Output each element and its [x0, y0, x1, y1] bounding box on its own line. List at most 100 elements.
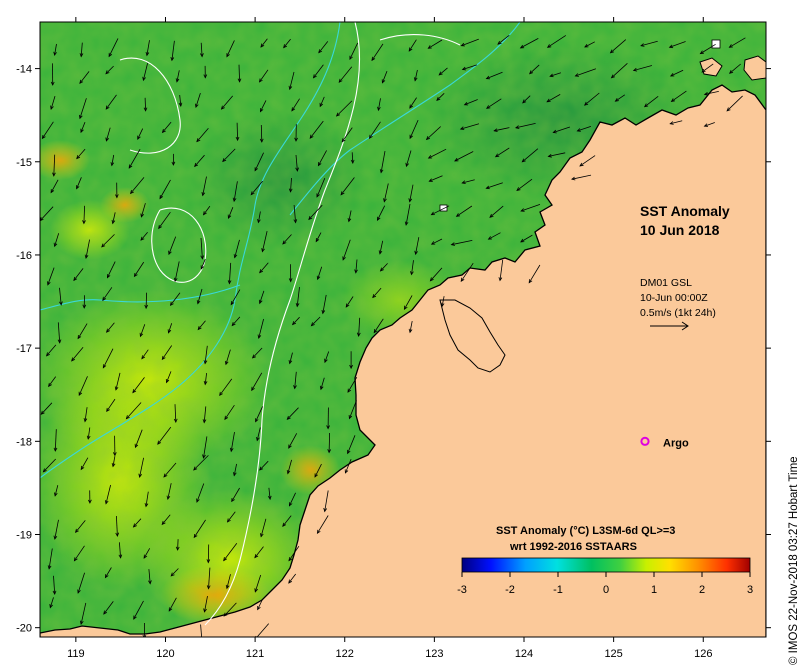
- current-arrow: [318, 41, 329, 53]
- current-arrow: [290, 177, 292, 192]
- current-arrowhead: [111, 219, 116, 225]
- current-arrowhead: [141, 355, 146, 360]
- current-arrow: [259, 460, 269, 471]
- current-arrow: [549, 72, 562, 77]
- current-arrow: [112, 212, 116, 224]
- current-arrow: [262, 231, 268, 252]
- current-arrowhead: [485, 75, 491, 80]
- current-arrowhead: [229, 447, 234, 453]
- current-arrow: [351, 152, 354, 164]
- argo-float-marker[interactable]: Argo: [640, 436, 689, 449]
- current-arrowhead: [347, 449, 351, 455]
- current-arrowhead: [295, 167, 299, 172]
- current-arrowhead: [371, 56, 376, 62]
- lat-tick-label: -17: [16, 343, 32, 355]
- current-arrow: [520, 234, 533, 243]
- current-arrow: [73, 268, 84, 281]
- current-arrowhead: [291, 321, 297, 326]
- current-arrowhead: [132, 523, 137, 528]
- current-arrow: [119, 542, 121, 558]
- current-time-label: 10-Jun 00:00Z: [640, 292, 708, 304]
- current-arrow: [229, 262, 232, 284]
- current-arrowhead: [381, 79, 386, 84]
- credit-label: © IMOS 22-Nov-2018 03:27 Hobart Time: [788, 456, 800, 665]
- current-arrow: [226, 574, 231, 589]
- contour-line: [204, 22, 361, 626]
- current-arrow: [102, 287, 113, 301]
- current-arrow: [195, 92, 201, 108]
- current-arrowhead: [227, 214, 232, 219]
- argo-label: Argo: [663, 437, 689, 449]
- current-arrowhead: [73, 557, 78, 562]
- current-arrow: [429, 175, 443, 182]
- current-scale-arrow: [650, 321, 689, 331]
- current-arrow: [254, 574, 262, 592]
- current-arrowhead: [128, 164, 133, 169]
- current-arrowhead: [220, 105, 225, 110]
- current-arrowhead: [134, 443, 139, 449]
- current-arrow: [406, 150, 412, 167]
- current-arrowhead: [314, 473, 318, 478]
- current-arrowhead: [258, 299, 263, 305]
- current-arrowhead: [610, 74, 616, 79]
- current-arrow: [349, 42, 359, 60]
- current-arrow: [203, 406, 207, 423]
- current-arrowhead: [200, 265, 205, 270]
- land-mass: [40, 84, 766, 637]
- current-arrowhead: [461, 180, 466, 184]
- current-arrow: [230, 432, 235, 452]
- current-arrow: [204, 596, 208, 612]
- current-arrowhead: [345, 303, 350, 308]
- current-arrow: [230, 289, 241, 305]
- current-arrowhead: [454, 157, 459, 162]
- current-arrow: [324, 490, 329, 512]
- current-arrow: [409, 119, 419, 139]
- current-scale-label: 0.5m/s (1kt 24h): [640, 307, 716, 319]
- current-arrow: [520, 204, 541, 212]
- current-arrowhead: [173, 277, 178, 283]
- current-arrowhead: [257, 218, 261, 224]
- current-arrowhead: [193, 533, 198, 539]
- current-arrow: [438, 67, 448, 76]
- current-arrow: [704, 91, 719, 95]
- current-arrowhead: [194, 162, 199, 168]
- colorbar-tick-label: 1: [651, 584, 657, 596]
- current-arrowhead: [115, 194, 119, 199]
- current-arrowhead: [486, 105, 491, 109]
- current-arrowhead: [430, 241, 436, 245]
- current-arrowhead: [40, 410, 45, 415]
- current-arrow: [254, 546, 264, 558]
- current-arrowhead: [54, 492, 58, 497]
- current-arrow: [197, 320, 206, 330]
- current-arrow: [222, 148, 236, 162]
- current-arrow: [340, 177, 355, 195]
- current-arrow: [671, 90, 687, 102]
- current-arrow: [105, 65, 114, 74]
- current-arrow: [111, 154, 115, 166]
- current-arrowhead: [703, 123, 709, 127]
- current-arrowhead: [168, 250, 172, 256]
- colorbar-tick-label: 3: [747, 584, 753, 596]
- current-arrow: [308, 204, 323, 220]
- current-arrow: [615, 94, 626, 102]
- current-arrowhead: [293, 385, 297, 390]
- current-arrow: [233, 463, 237, 476]
- current-arrowhead: [440, 302, 445, 308]
- current-arrowhead: [347, 218, 352, 223]
- current-arrow: [411, 260, 414, 275]
- current-arrow: [295, 154, 298, 171]
- current-arrow: [128, 148, 141, 169]
- current-arrowhead: [282, 522, 287, 527]
- current-arrow: [548, 152, 566, 157]
- current-arrowhead: [170, 572, 175, 577]
- current-arrow: [78, 376, 88, 396]
- current-arrow: [347, 435, 356, 454]
- current-arrowhead: [546, 44, 552, 48]
- current-arrowhead: [312, 74, 317, 79]
- current-arrow: [115, 372, 121, 390]
- current-arrowhead: [326, 425, 330, 430]
- current-arrow: [196, 128, 209, 142]
- current-arrow: [324, 351, 330, 363]
- argo-dot[interactable]: [640, 436, 650, 446]
